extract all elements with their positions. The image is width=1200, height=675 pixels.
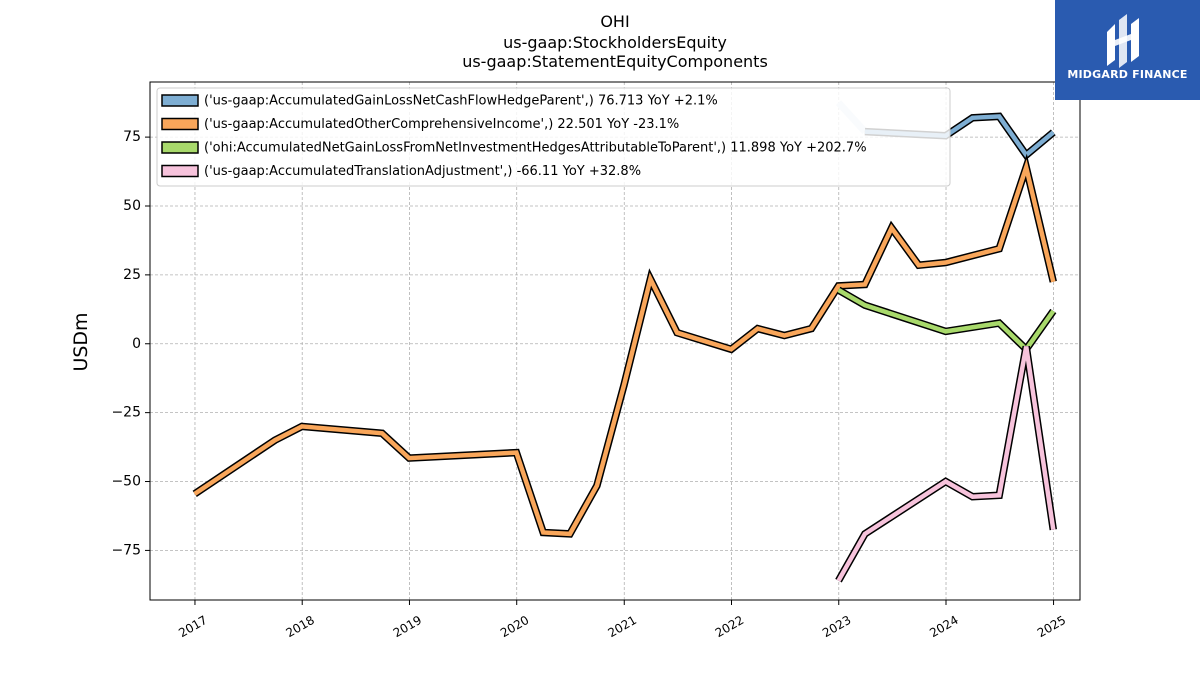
legend-item: ('ohi:AccumulatedNetGainLossFromNetInves… xyxy=(161,141,867,156)
x-tick-label: 2021 xyxy=(606,613,639,640)
axes: 75 50 25 0 −25 −50 −75 2017 2018 2019 2020 2021 2022… xyxy=(111,129,1068,640)
title-line-2: us-gaap:StockholdersEquity xyxy=(503,33,727,52)
legend-label: ('us-gaap:AccumulatedTranslationAdjustme… xyxy=(204,164,641,179)
legend-item: ('us-gaap:AccumulatedTranslationAdjustme… xyxy=(161,164,641,179)
x-tick-label: 2022 xyxy=(713,613,746,640)
x-tick-label: 2017 xyxy=(176,613,209,640)
legend: ('us-gaap:AccumulatedGainLossNetCashFlow… xyxy=(156,87,951,187)
legend-swatch xyxy=(161,141,199,154)
x-tick-label: 2024 xyxy=(927,613,960,640)
series-2 xyxy=(192,153,1057,538)
logo-text: MIDGARD FINANCE xyxy=(1067,68,1188,81)
y-tick-label: −50 xyxy=(111,474,141,490)
x-tick-label: 2023 xyxy=(820,613,853,640)
title-line-1: OHI xyxy=(600,12,629,31)
series-4 xyxy=(835,345,1058,583)
y-tick-label: 50 xyxy=(123,198,141,214)
legend-box xyxy=(156,87,951,187)
x-tick-label: 2018 xyxy=(283,613,316,640)
series-3 xyxy=(836,286,1057,356)
legend-swatch xyxy=(161,94,199,107)
x-tick-label: 2020 xyxy=(498,613,531,640)
y-tick-label: −75 xyxy=(111,542,141,558)
x-tick-label: 2019 xyxy=(391,613,424,640)
y-axis-label: USDm xyxy=(70,312,92,371)
legend-label: ('ohi:AccumulatedNetGainLossFromNetInves… xyxy=(204,141,867,156)
title-line-3: us-gaap:StatementEquityComponents xyxy=(462,52,768,71)
legend-item: ('us-gaap:AccumulatedGainLossNetCashFlow… xyxy=(161,94,718,109)
plot-frame xyxy=(149,81,1081,601)
y-tick-label: −25 xyxy=(111,405,141,421)
chart-title: OHI us-gaap:StockholdersEquity us-gaap:S… xyxy=(462,12,768,71)
legend-label: ('us-gaap:AccumulatedGainLossNetCashFlow… xyxy=(204,94,718,109)
legend-swatch xyxy=(161,164,199,178)
logo-mark-icon xyxy=(1107,14,1139,68)
midgard-finance-logo: MIDGARD FINANCE xyxy=(1055,0,1200,100)
y-tick-label: 0 xyxy=(132,336,141,352)
series-line xyxy=(837,288,1056,353)
legend-item: ('us-gaap:AccumulatedOtherComprehensiveI… xyxy=(161,117,679,132)
legend-swatch xyxy=(161,117,199,131)
series-line xyxy=(836,346,1056,582)
legend-label: ('us-gaap:AccumulatedOtherComprehensiveI… xyxy=(204,117,679,132)
series-line xyxy=(193,159,1056,537)
y-tick-label: 75 xyxy=(123,129,141,145)
x-tick-label: 2025 xyxy=(1035,613,1068,640)
y-tick-label: 25 xyxy=(123,267,141,283)
